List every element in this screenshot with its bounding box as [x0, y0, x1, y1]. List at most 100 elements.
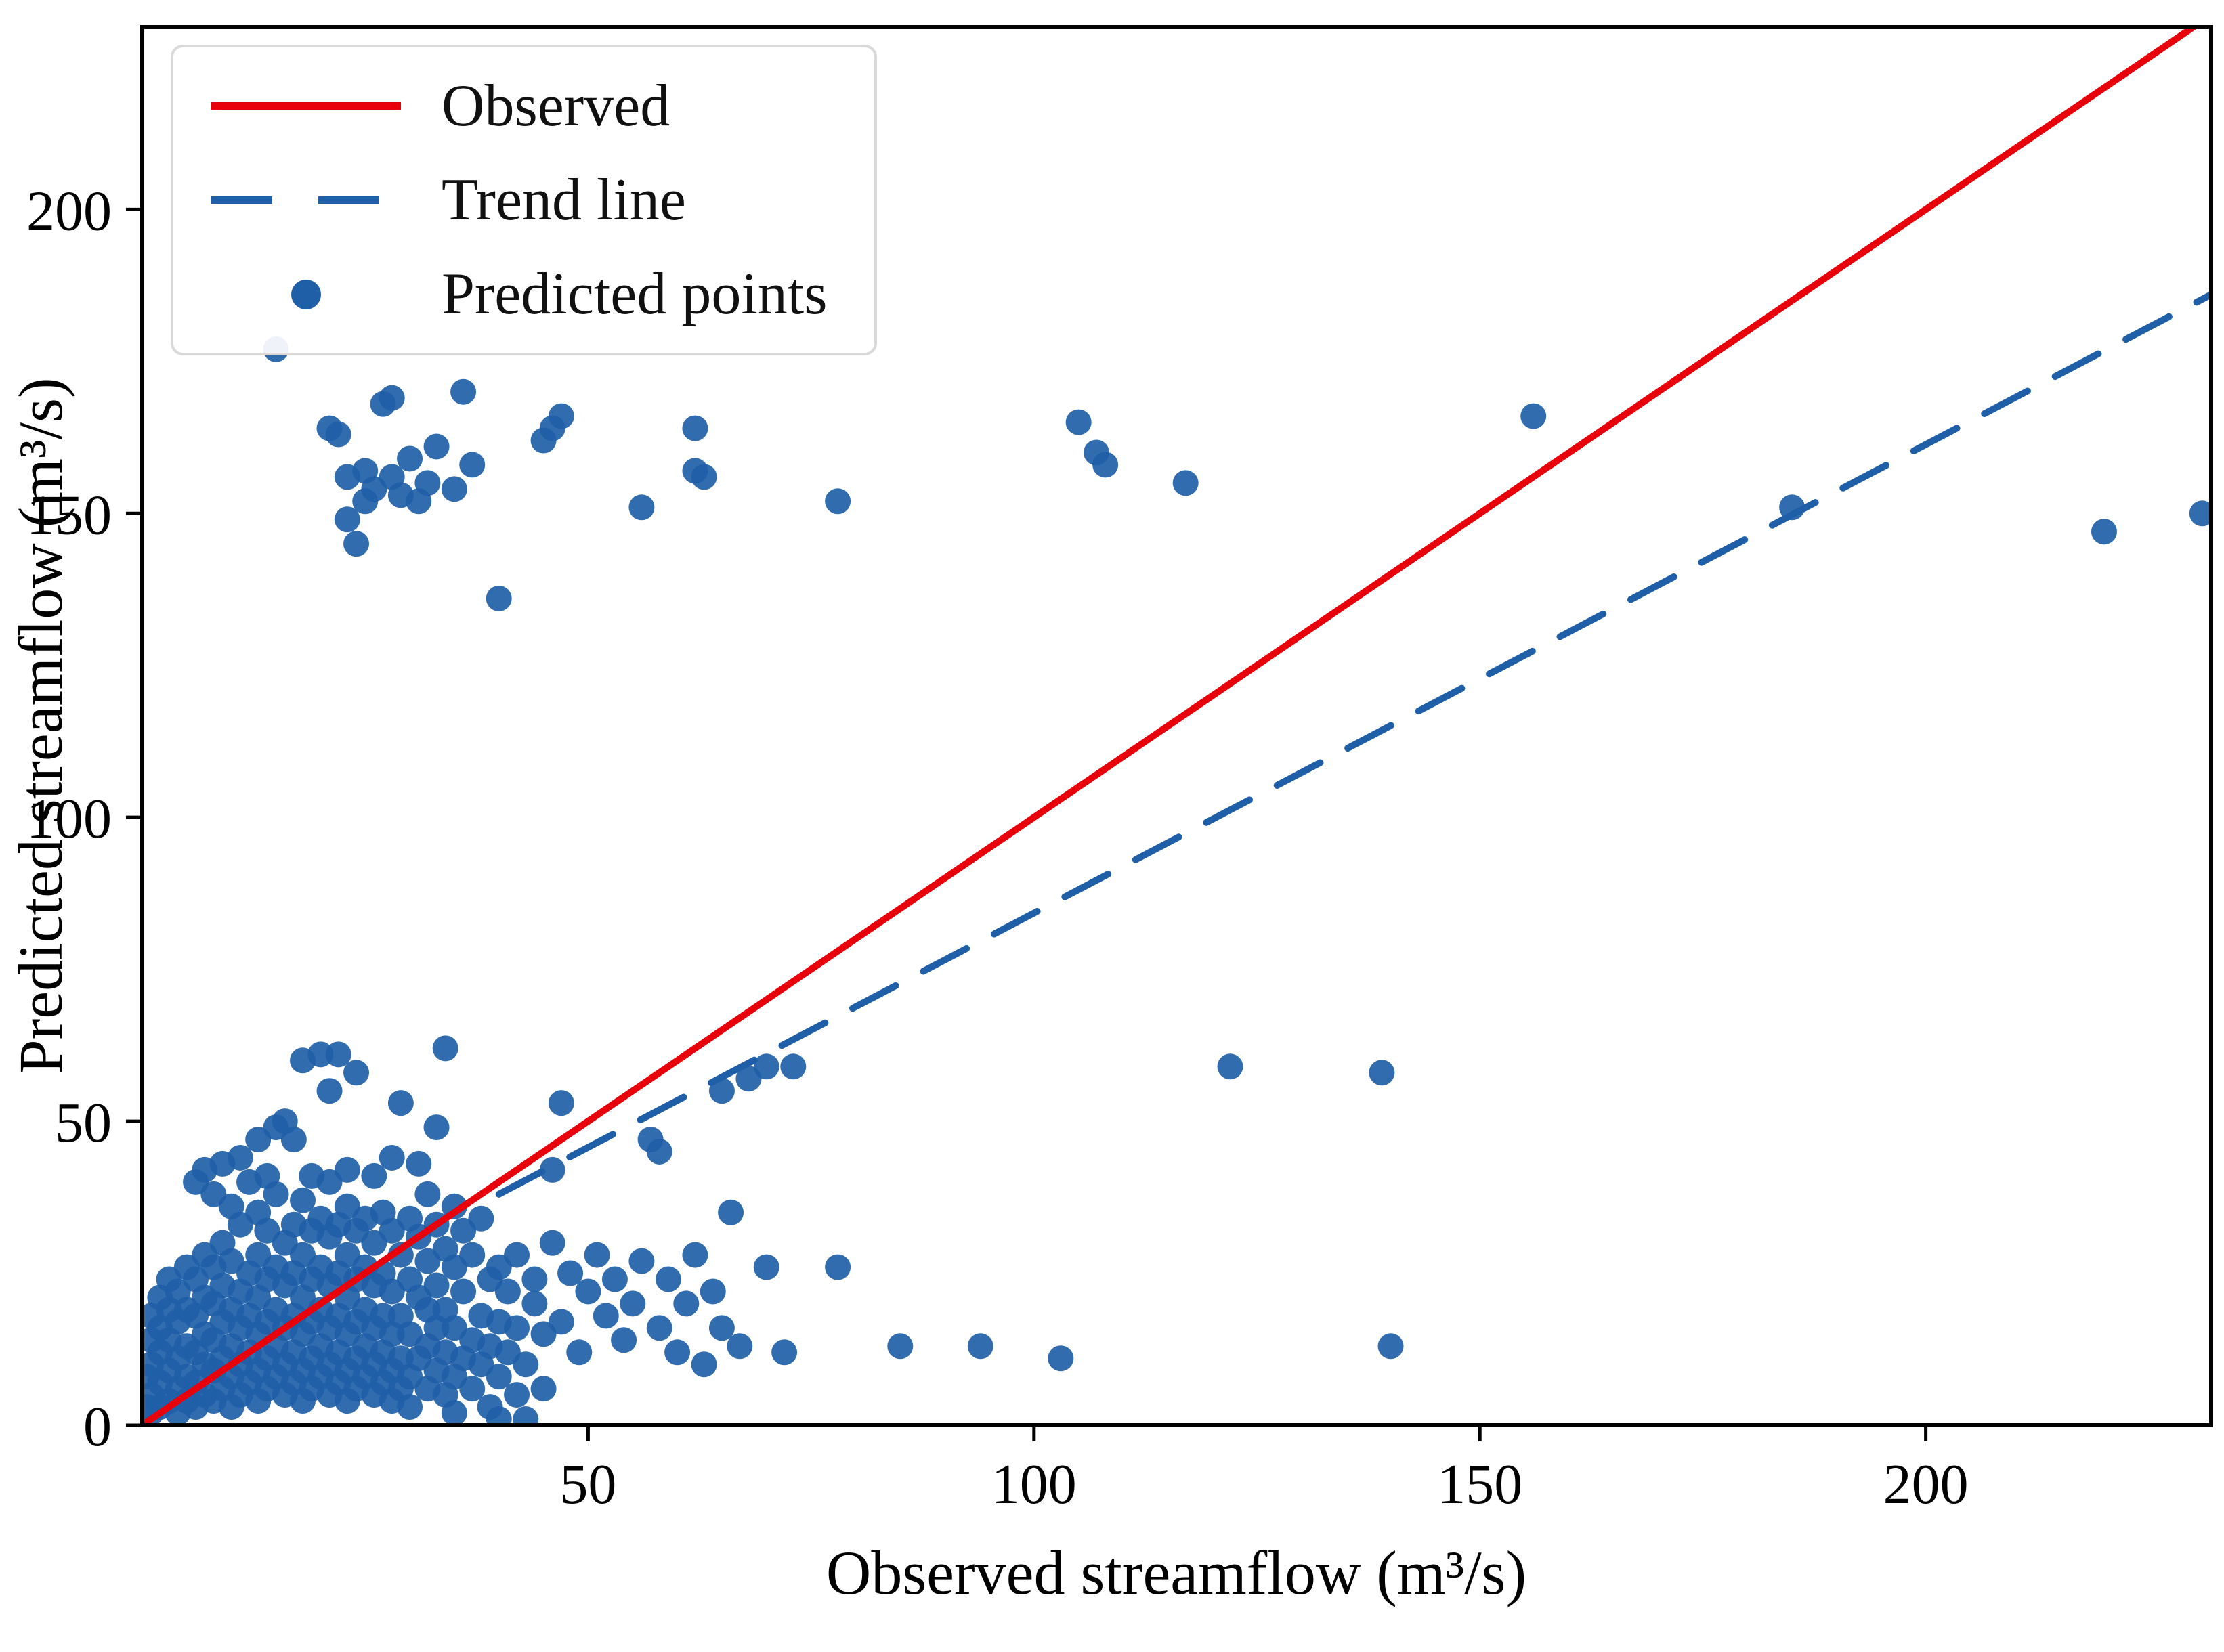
legend-label-trend-line: Trend line — [442, 167, 686, 233]
legend-item-observed: Observed — [211, 72, 827, 140]
observed-line — [142, 27, 2200, 1425]
predicted-point — [441, 476, 467, 502]
predicted-point — [513, 1406, 539, 1425]
legend-label-predicted-points: Predicted points — [442, 261, 828, 327]
predicted-point — [753, 1053, 779, 1080]
predicted-point — [263, 1181, 289, 1207]
predicted-point — [727, 1333, 753, 1360]
predicted-point — [521, 1290, 548, 1317]
predicted-point — [664, 1339, 691, 1366]
predicted-point — [307, 1041, 334, 1068]
predicted-point — [423, 1114, 450, 1141]
observed-line-icon — [211, 102, 401, 110]
predicted-point — [601, 1266, 628, 1292]
predicted-point — [655, 1266, 681, 1292]
predicted-point — [584, 1242, 610, 1268]
predicted-point — [530, 1376, 557, 1402]
predicted-point — [2091, 519, 2117, 545]
predicted-point — [504, 1382, 530, 1408]
predicted-point — [887, 1333, 914, 1360]
predicted-point — [513, 1351, 539, 1378]
predicted-point — [459, 1376, 486, 1402]
predicted-point — [468, 1205, 494, 1232]
predicted-point — [450, 378, 477, 405]
predicted-point — [575, 1278, 601, 1305]
predicted-point — [459, 452, 486, 478]
predicted-point — [2189, 500, 2211, 527]
predicted-point — [414, 1181, 441, 1207]
predicted-point — [771, 1339, 798, 1366]
predicted-point — [593, 1303, 619, 1329]
predicted-point — [325, 421, 351, 448]
predicted-point — [432, 1035, 458, 1062]
x-tick-label: 200 — [1883, 1453, 1969, 1516]
predicted-point — [708, 1315, 735, 1341]
axes-frame — [140, 25, 2213, 1427]
predicted-point — [423, 433, 450, 460]
y-tick-label: 50 — [55, 1091, 112, 1154]
predicted-point — [343, 1060, 370, 1086]
predicted-point — [539, 1156, 565, 1183]
legend-item-predicted-points: Predicted points — [211, 260, 827, 328]
predicted-point — [334, 506, 360, 533]
predicted-point — [361, 1162, 387, 1189]
predicted-point — [325, 1041, 351, 1068]
predicted-point — [290, 1187, 316, 1213]
x-tick-label: 100 — [991, 1453, 1077, 1516]
predicted-point — [414, 470, 441, 496]
trend-line-icon — [211, 196, 401, 204]
predicted-point — [397, 445, 423, 472]
predicted-point — [673, 1290, 700, 1317]
y-tick-label: 100 — [26, 787, 112, 850]
predicted-point — [397, 1394, 423, 1420]
legend-label-observed: Observed — [442, 73, 670, 139]
predicted-point — [504, 1242, 530, 1268]
predicted-point — [343, 531, 370, 557]
predicted-point — [1172, 470, 1199, 496]
predicted-point — [486, 1406, 512, 1425]
predicted-point — [691, 1351, 717, 1378]
predicted-point — [628, 494, 655, 521]
predicted-point — [1520, 403, 1547, 429]
y-axis-label: Predicted streamflow (m³/s) — [6, 377, 75, 1074]
predicted-point — [486, 1364, 512, 1390]
predicted-point — [1369, 1060, 1395, 1086]
predicted-point — [628, 1248, 655, 1274]
predicted-point — [1065, 409, 1092, 435]
predicted-point — [566, 1339, 593, 1366]
x-tick-label: 50 — [559, 1453, 616, 1516]
predicted-point — [825, 1254, 851, 1280]
y-tick-label: 0 — [83, 1395, 112, 1458]
predicted-point — [548, 1309, 574, 1335]
predicted-point — [682, 415, 708, 441]
predicted-point — [557, 1260, 584, 1286]
predicted-point — [718, 1199, 744, 1225]
legend: Observed Trend line Predicted points — [171, 45, 878, 355]
predicted-point — [700, 1278, 726, 1305]
predicted-point — [708, 1078, 735, 1104]
predicted-point — [387, 1090, 414, 1116]
predicted-point — [227, 1144, 253, 1171]
y-tick-label: 200 — [26, 179, 112, 242]
predicted-point — [539, 1230, 565, 1256]
predicted-point — [280, 1127, 307, 1153]
predicted-point — [780, 1053, 807, 1080]
x-tick-label: 150 — [1437, 1453, 1522, 1516]
predicted-point — [753, 1254, 779, 1280]
predicted-point — [548, 403, 574, 429]
predicted-point — [423, 1272, 450, 1299]
predicted-point — [1048, 1345, 1074, 1372]
predicted-point — [682, 1242, 708, 1268]
predicted-point — [967, 1333, 993, 1360]
predicted-point — [825, 488, 851, 515]
predicted-point — [406, 1150, 432, 1177]
predicted-point — [316, 1078, 343, 1104]
predicted-point — [620, 1290, 646, 1317]
predicted-point — [646, 1138, 672, 1165]
legend-item-trend-line: Trend line — [211, 166, 827, 234]
predicted-point — [1217, 1053, 1243, 1080]
predicted-point — [646, 1315, 672, 1341]
y-tick-label: 150 — [26, 483, 112, 546]
